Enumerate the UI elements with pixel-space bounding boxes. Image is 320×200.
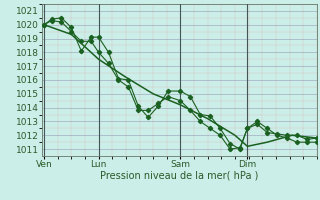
X-axis label: Pression niveau de la mer( hPa ): Pression niveau de la mer( hPa ) [100,171,258,181]
